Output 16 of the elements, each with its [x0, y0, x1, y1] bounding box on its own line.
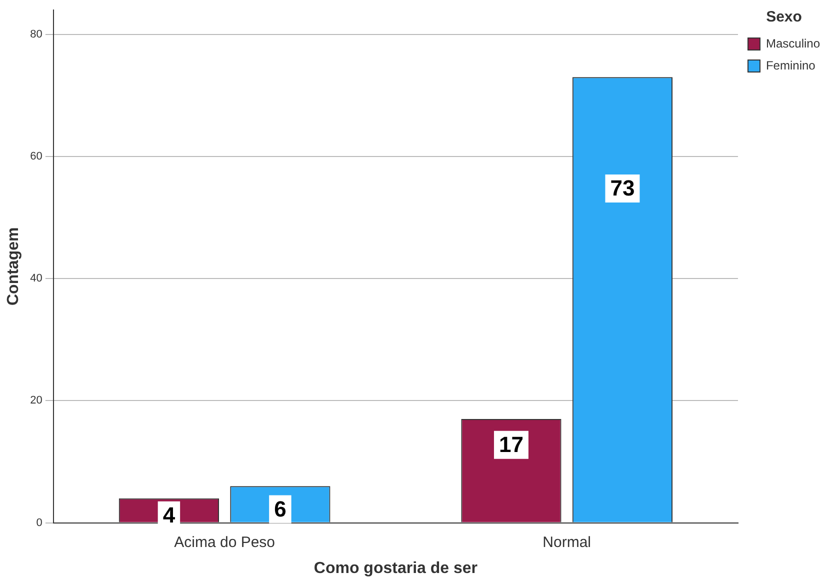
y-tick-label: 80 [30, 28, 42, 40]
y-tick-label: 40 [30, 272, 42, 285]
x-tick-label: Normal [542, 534, 592, 551]
y-tick-label: 0 [36, 516, 42, 529]
data-label: 6 [274, 496, 286, 522]
legend-label: Masculino [766, 36, 820, 50]
y-tick-label: 20 [30, 394, 42, 407]
data-label: 17 [498, 432, 524, 457]
x-tick-label: Acima do Peso [174, 534, 276, 551]
y-tick-label: 60 [30, 150, 42, 163]
data-label: 73 [610, 176, 635, 200]
legend-label: Feminino [766, 58, 816, 72]
x-axis-title: Como gostaria de ser [314, 560, 478, 577]
legend-title: Sexo [766, 8, 802, 26]
y-axis-title: Contagem [5, 227, 22, 306]
data-label: 4 [162, 502, 176, 528]
